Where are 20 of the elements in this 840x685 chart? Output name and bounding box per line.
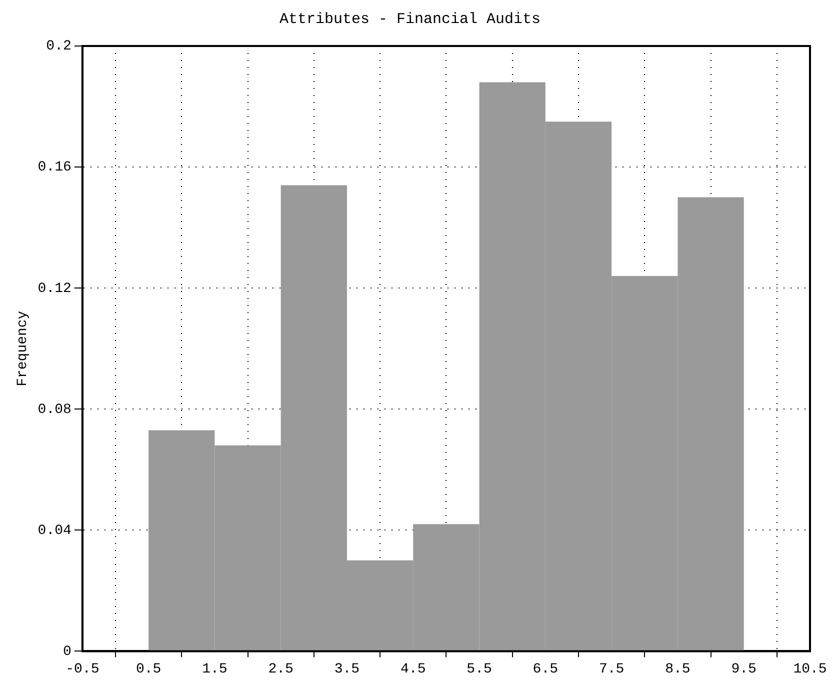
y-tick-label: 0.08 <box>38 402 72 418</box>
x-tick-label: 2.5 <box>268 661 294 678</box>
x-tick-label: 0.5 <box>136 661 162 678</box>
x-tick-label: 9.5 <box>731 661 756 678</box>
x-tick-label: 6.5 <box>532 661 558 678</box>
x-tick-label: 1.5 <box>202 661 228 678</box>
y-tick-label: 0.12 <box>38 280 72 297</box>
chart-title: Attributes - Financial Audits <box>279 10 541 28</box>
x-tick-label: 10.5 <box>793 661 827 678</box>
y-axis-title: Frequency <box>15 310 32 386</box>
x-tick-label: 7.5 <box>598 661 624 678</box>
x-tick-label: 8.5 <box>665 661 690 678</box>
y-tick-label: 0 <box>63 644 72 660</box>
x-tick-label: -0.5 <box>66 661 100 678</box>
y-tick-label: 0.04 <box>38 522 72 539</box>
y-tick-label: 0.2 <box>46 38 72 55</box>
x-tick-label: 5.5 <box>466 661 492 678</box>
y-tick-label: 0.16 <box>38 160 72 176</box>
x-tick-label: 3.5 <box>334 661 360 678</box>
x-tick-label: 4.5 <box>400 661 426 678</box>
